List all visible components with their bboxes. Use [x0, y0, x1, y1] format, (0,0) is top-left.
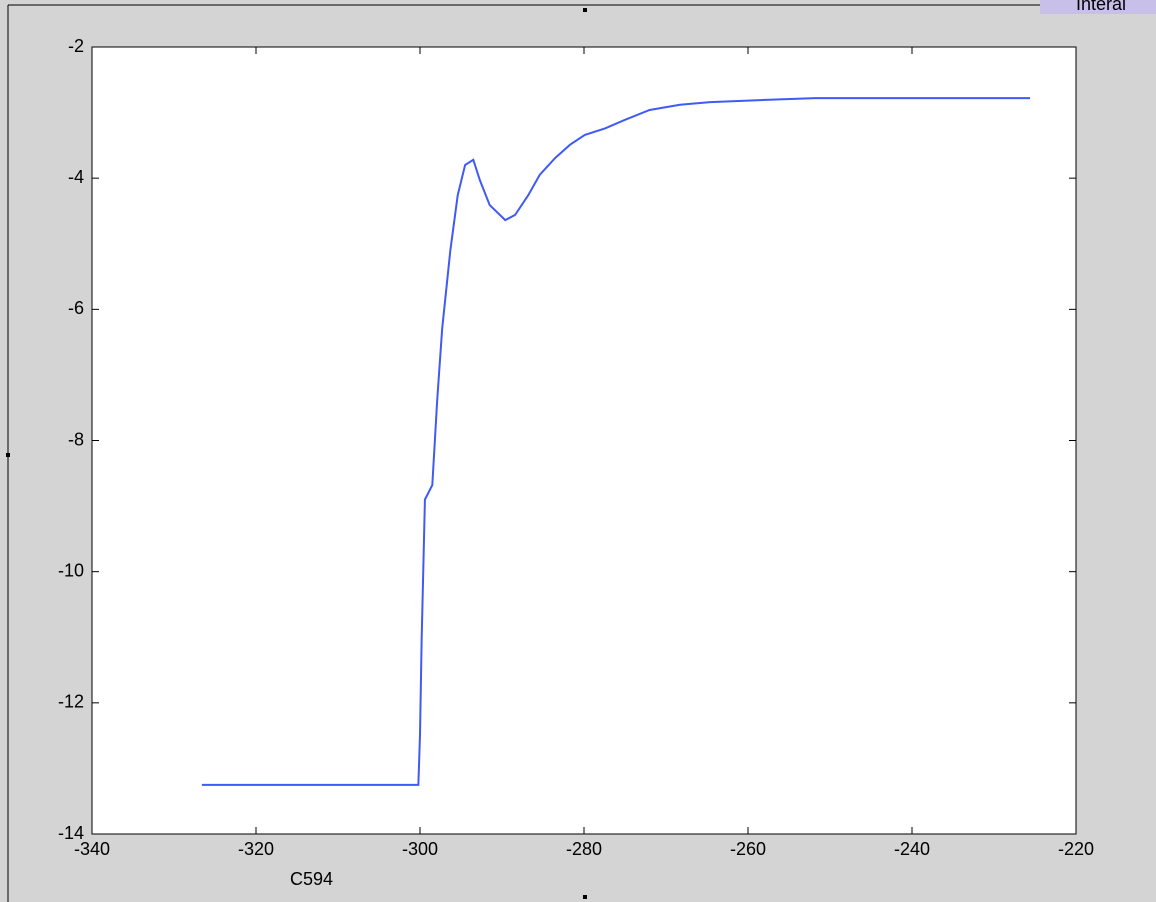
- y-tick-label: -4: [68, 167, 84, 187]
- handle: [583, 895, 587, 899]
- plot-area: [91, 46, 1077, 835]
- x-tick-label: -300: [402, 839, 438, 859]
- x-tick-label: -280: [566, 839, 602, 859]
- y-tick-label: -8: [68, 429, 84, 449]
- x-tick-label: -340: [74, 839, 110, 859]
- x-tick-label: -220: [1058, 839, 1094, 859]
- x-tick-label: -240: [894, 839, 930, 859]
- caption: C594: [290, 869, 333, 889]
- y-tick-label: -10: [58, 560, 84, 580]
- y-tick-label: -6: [68, 298, 84, 318]
- tab-label: Interal: [1076, 0, 1126, 14]
- y-tick-label: -2: [68, 36, 84, 56]
- tab: [1040, 0, 1156, 14]
- handle: [6, 453, 10, 457]
- x-tick-label: -320: [238, 839, 274, 859]
- handle: [583, 8, 587, 12]
- line: [201, 97, 1031, 786]
- x-tick-label: -260: [730, 839, 766, 859]
- y-tick-label: -12: [58, 692, 84, 712]
- y-tick-label: -14: [58, 823, 84, 843]
